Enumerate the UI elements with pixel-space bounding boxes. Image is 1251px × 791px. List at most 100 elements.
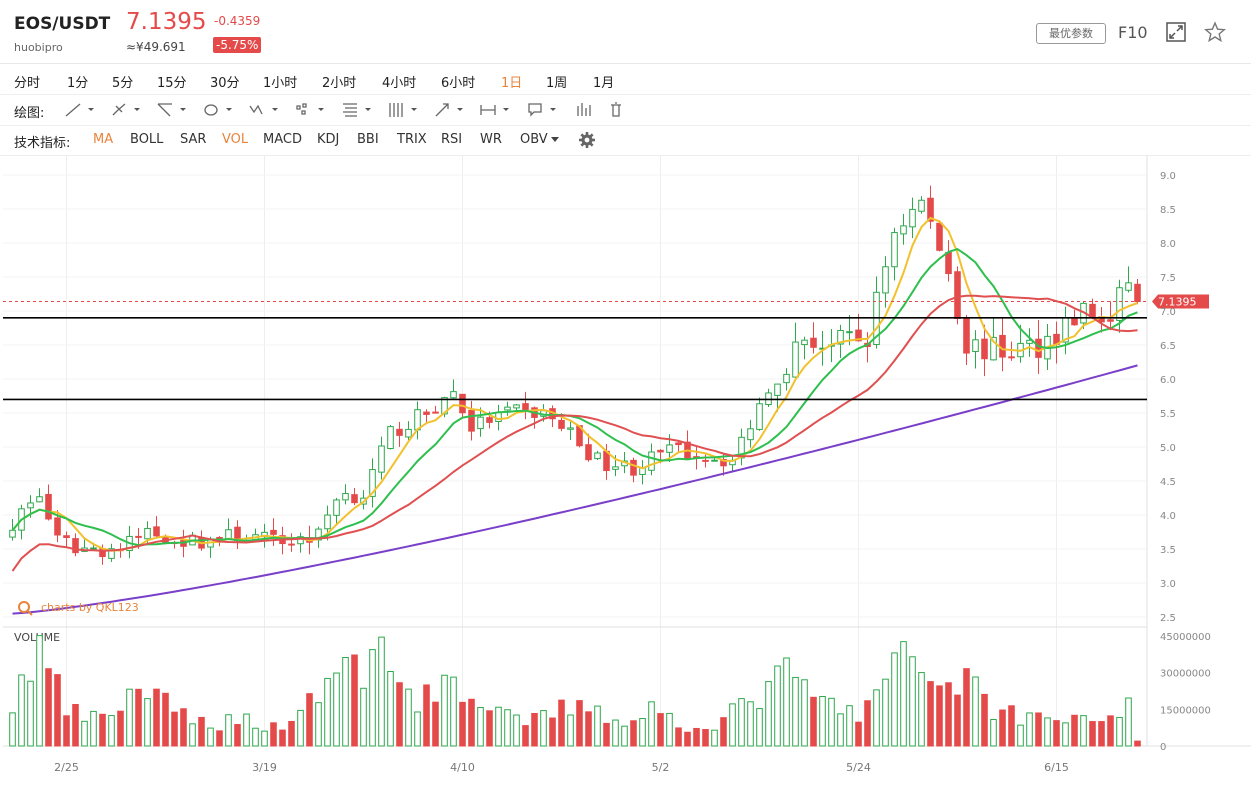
text-tool-icon[interactable] xyxy=(526,100,566,120)
candle-body xyxy=(423,411,430,415)
volume-bar xyxy=(333,672,340,747)
measure-tool-icon[interactable] xyxy=(479,100,519,120)
candle-body xyxy=(396,428,403,436)
candles xyxy=(9,185,1141,565)
volume-bar xyxy=(729,703,736,747)
indicator-bbi[interactable]: BBI xyxy=(357,132,379,147)
candle-body xyxy=(720,459,727,467)
candle-body xyxy=(756,403,763,430)
timeframe-2[interactable]: 5分 xyxy=(112,76,134,91)
price-chart[interactable]: 7.1395 9.0 8.5 8.0 7.5 7.0 6.5 6.0 5.5 5.0 4.5 4.0 3… xyxy=(0,155,1251,791)
indicator-rsi[interactable]: RSI xyxy=(441,132,463,147)
volume-bar xyxy=(180,708,187,747)
volume-bar xyxy=(405,688,412,747)
timeframe-11[interactable]: 1月 xyxy=(593,76,615,91)
indicator-macd[interactable]: MACD xyxy=(263,132,302,147)
fib-tool-icon[interactable] xyxy=(341,100,381,120)
exchange-name: huobipro xyxy=(14,41,63,54)
indicator-kdj[interactable]: KDJ xyxy=(317,132,340,147)
indicator-label: 技术指标: xyxy=(14,136,71,151)
candle-body xyxy=(513,404,520,409)
obv-dropdown-caret-icon[interactable] xyxy=(550,136,560,144)
pattern-tool-icon[interactable] xyxy=(294,100,334,120)
volume-bar xyxy=(612,719,619,747)
ray-tool-icon[interactable] xyxy=(156,100,196,120)
volume-bar xyxy=(54,674,61,747)
volume-bar xyxy=(387,670,394,747)
pen-tool-icon[interactable] xyxy=(110,100,150,120)
volume-bar xyxy=(1026,712,1033,747)
volume-bar xyxy=(72,703,79,747)
timeframe-1[interactable]: 1分 xyxy=(67,76,89,91)
candle-body xyxy=(405,428,412,438)
volume-bar xyxy=(279,729,286,747)
line-tool-icon[interactable] xyxy=(64,100,104,120)
f10-button[interactable]: F10 xyxy=(1118,23,1148,42)
timeframe-3[interactable]: 15分 xyxy=(157,76,187,91)
optimal-params-button[interactable]: 最优参数 xyxy=(1036,23,1106,44)
volume-bar xyxy=(1017,724,1024,747)
candle-body xyxy=(657,449,664,453)
volume-bar xyxy=(189,723,196,747)
timeframe-8[interactable]: 6小时 xyxy=(441,76,476,91)
candle-body xyxy=(54,517,61,536)
volume-bar xyxy=(576,700,583,747)
candle-body xyxy=(1035,338,1042,358)
volume-bar xyxy=(639,718,646,747)
timeframe-7[interactable]: 4小时 xyxy=(382,76,417,91)
candle-body xyxy=(675,442,682,446)
candle-body xyxy=(342,493,349,501)
candle-body xyxy=(648,451,655,471)
candle-body xyxy=(783,373,790,384)
volume-bar xyxy=(306,693,313,747)
timeframe-5[interactable]: 1小时 xyxy=(263,76,298,91)
candle-body xyxy=(9,529,16,538)
volume-bar xyxy=(666,712,673,747)
candle-body xyxy=(837,330,844,345)
trash-icon[interactable] xyxy=(607,100,647,120)
volume-bar xyxy=(477,706,484,747)
volume-bar xyxy=(441,674,448,747)
indicator-obv[interactable]: OBV xyxy=(520,132,548,147)
timeframe-4[interactable]: 30分 xyxy=(210,76,240,91)
volume-bar xyxy=(396,682,403,747)
indicator-ma[interactable]: MA xyxy=(93,132,114,147)
channel-tool-icon[interactable] xyxy=(387,100,427,120)
volume-tick-label: 45000000 xyxy=(1160,632,1211,643)
volume-bar xyxy=(1080,715,1087,747)
volume-bar xyxy=(549,717,556,747)
ruler-icon[interactable] xyxy=(575,100,615,120)
timeframe-9[interactable]: 1日 xyxy=(501,76,523,91)
fullscreen-icon[interactable] xyxy=(1165,21,1187,43)
candle-body xyxy=(891,232,898,268)
volume-bar xyxy=(936,685,943,747)
volume-bar xyxy=(99,713,106,747)
timeframe-6[interactable]: 2小时 xyxy=(322,76,357,91)
wave-tool-icon[interactable] xyxy=(248,100,288,120)
volume-bar xyxy=(630,720,637,747)
ellipse-tool-icon[interactable] xyxy=(202,100,242,120)
volume-bar xyxy=(1098,721,1105,747)
timeframe-10[interactable]: 1周 xyxy=(546,76,568,91)
arrow-tool-icon[interactable] xyxy=(433,100,473,120)
volume-tick-label: 15000000 xyxy=(1160,705,1211,716)
volume-bar xyxy=(1053,720,1060,747)
candle-body xyxy=(666,444,673,453)
candle-body xyxy=(351,494,358,504)
timeframe-0[interactable]: 分时 xyxy=(14,76,41,91)
indicator-sar[interactable]: SAR xyxy=(180,132,207,147)
volume-bar xyxy=(540,710,547,747)
indicator-trix[interactable]: TRIX xyxy=(397,132,427,147)
star-icon[interactable] xyxy=(1204,21,1226,43)
volume-bar xyxy=(234,724,241,747)
volume-bar xyxy=(720,717,727,747)
volume-bar xyxy=(765,681,772,747)
gear-icon[interactable] xyxy=(578,131,596,149)
indicator-wr[interactable]: WR xyxy=(480,132,502,147)
indicator-boll[interactable]: BOLL xyxy=(130,132,164,147)
volume-bar xyxy=(855,721,862,747)
volume-bar xyxy=(594,705,601,747)
ma60-line xyxy=(12,364,1138,615)
indicator-vol[interactable]: VOL xyxy=(222,132,249,147)
grid xyxy=(3,155,1147,746)
